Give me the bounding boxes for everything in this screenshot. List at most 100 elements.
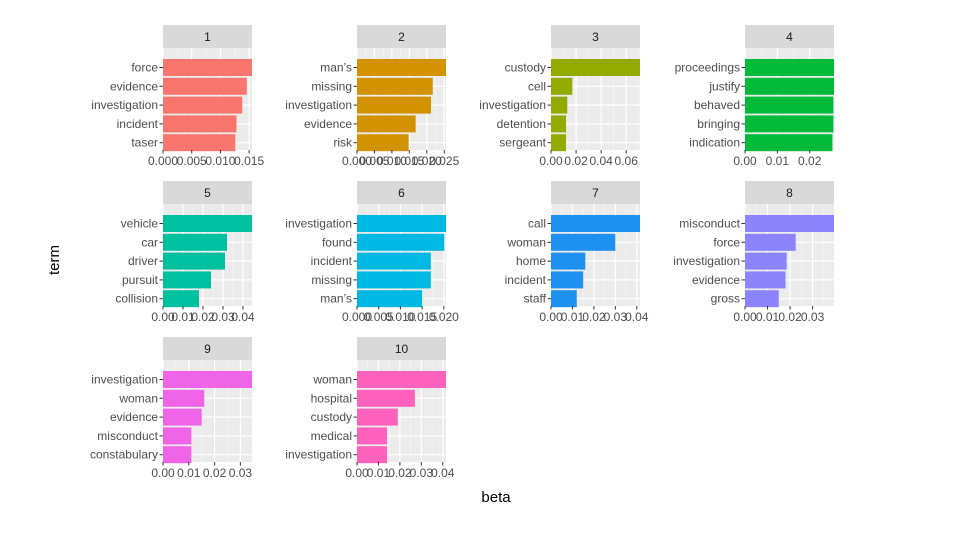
facet-panel-5: 5vehiclecardriverpursuitcollision0.000.0… bbox=[115, 181, 255, 324]
bar-car bbox=[163, 233, 227, 251]
y-tick-label: custody bbox=[505, 61, 546, 75]
bar-evidence bbox=[163, 408, 202, 426]
facet-strip bbox=[745, 181, 834, 204]
y-tick-label: investigation bbox=[285, 217, 352, 231]
bar-investigation bbox=[745, 252, 787, 270]
y-tick-label: proceedings bbox=[675, 61, 740, 75]
y-tick-label: taser bbox=[131, 136, 158, 150]
facet-panel-8: 8 misconduct force investigation evidence gro… bbox=[673, 181, 834, 324]
y-tick-label: car bbox=[141, 235, 158, 249]
x-tick-label: 0.03 bbox=[604, 310, 628, 324]
facet-strip-label: 6 bbox=[398, 186, 405, 200]
facet-strip bbox=[357, 337, 446, 360]
y-tick-label: justify bbox=[708, 79, 740, 93]
y-tick-label: vehicle bbox=[121, 217, 159, 231]
bar-hospital bbox=[357, 389, 415, 407]
y-tick-label: medical bbox=[311, 429, 352, 443]
bar-investigation bbox=[357, 215, 446, 232]
bar-staff bbox=[551, 290, 577, 308]
y-tick-label: woman bbox=[506, 235, 546, 249]
y-axis-title: term bbox=[46, 245, 63, 275]
bar-evidence bbox=[745, 271, 786, 289]
x-tick-label: 0.010 bbox=[385, 310, 415, 324]
bar-force bbox=[745, 233, 796, 251]
bar-woman bbox=[163, 389, 205, 407]
y-tick-label: man’s bbox=[320, 292, 352, 306]
bar-mans bbox=[357, 59, 446, 76]
y-tick-label: man’s bbox=[320, 61, 352, 75]
bar-incident bbox=[357, 252, 431, 270]
facet-panels: 1 force evidence investigation incident taser… bbox=[90, 25, 834, 480]
x-tick-label: 0.04 bbox=[589, 154, 613, 168]
x-tick-label: 0.00 bbox=[151, 310, 175, 324]
y-tick-label: investigation bbox=[91, 98, 158, 112]
facet-panel-4: 4 proceedings justify behaved bringing indica… bbox=[675, 25, 834, 168]
x-tick-label: 0.00 bbox=[733, 310, 757, 324]
y-tick-label: custody bbox=[311, 410, 352, 424]
x-tick-label: 0.015 bbox=[394, 154, 424, 168]
facet-strip bbox=[745, 25, 834, 48]
bar-justify bbox=[745, 77, 834, 95]
x-tick-label: 0.010 bbox=[205, 154, 235, 168]
x-tick-label: 0.010 bbox=[377, 154, 407, 168]
x-tick-label: 0.00 bbox=[539, 310, 563, 324]
bar-misconduct bbox=[163, 427, 192, 445]
y-tick-label: missing bbox=[311, 273, 352, 287]
facet-strip-label: 7 bbox=[592, 186, 599, 200]
y-tick-label: found bbox=[322, 235, 352, 249]
x-tick-label: 0.04 bbox=[625, 310, 649, 324]
bar-vehicle bbox=[163, 215, 252, 232]
y-tick-label: pursuit bbox=[122, 273, 159, 287]
bar-behaved bbox=[745, 96, 834, 114]
y-tick-label: investigation bbox=[91, 373, 158, 387]
y-tick-label: investigation bbox=[285, 448, 352, 462]
x-tick-label: 0.01 bbox=[367, 466, 391, 480]
x-tick-label: 0.000 bbox=[148, 154, 178, 168]
y-tick-label: incident bbox=[117, 117, 159, 131]
x-tick-label: 0.02 bbox=[582, 310, 606, 324]
x-tick-label: 0.01 bbox=[171, 310, 195, 324]
bar-detention bbox=[551, 115, 567, 133]
y-tick-label: missing bbox=[311, 79, 352, 93]
y-tick-label: indication bbox=[689, 136, 740, 150]
bar-constabulary bbox=[163, 446, 192, 464]
y-tick-label: evidence bbox=[692, 273, 740, 287]
y-tick-label: investigation bbox=[673, 254, 740, 268]
x-tick-label: 0.000 bbox=[342, 154, 372, 168]
x-tick-label: 0.04 bbox=[431, 466, 455, 480]
x-tick-label: 0.03 bbox=[801, 310, 825, 324]
facet-strip bbox=[163, 337, 252, 360]
y-tick-label: investigation bbox=[285, 98, 352, 112]
x-tick-label: 0.015 bbox=[407, 310, 437, 324]
facet-strip-label: 1 bbox=[204, 30, 211, 44]
x-tick-label: 0.005 bbox=[177, 154, 207, 168]
x-tick-label: 0.005 bbox=[359, 154, 389, 168]
bar-taser bbox=[163, 134, 236, 152]
bar-pursuit bbox=[163, 271, 211, 289]
x-axis-title: beta bbox=[481, 489, 511, 506]
bar-incident bbox=[163, 115, 237, 133]
facet-panel-1: 1 force evidence investigation incident taser… bbox=[91, 25, 264, 168]
x-tick-label: 0.00 bbox=[345, 466, 369, 480]
bar-proceedings bbox=[745, 59, 834, 76]
bar-missing bbox=[357, 77, 433, 95]
y-tick-label: woman bbox=[118, 391, 158, 405]
y-tick-label: evidence bbox=[110, 79, 158, 93]
bar-bringing bbox=[745, 115, 834, 133]
x-tick-label: 0.01 bbox=[177, 466, 201, 480]
y-tick-label: sergeant bbox=[499, 136, 546, 150]
x-tick-label: 0.03 bbox=[211, 310, 235, 324]
facet-strip-label: 8 bbox=[786, 186, 793, 200]
x-tick-label: 0.01 bbox=[756, 310, 780, 324]
y-tick-label: investigation bbox=[479, 98, 546, 112]
y-tick-label: incident bbox=[311, 254, 353, 268]
facet-strip-label: 10 bbox=[395, 342, 409, 356]
bar-medical bbox=[357, 427, 388, 445]
y-tick-label: driver bbox=[128, 254, 158, 268]
y-tick-label: incident bbox=[505, 273, 547, 287]
facet-panel-6: 6 investigation found incident missing man’s 0… bbox=[285, 181, 459, 324]
x-tick-label: 0.01 bbox=[766, 154, 790, 168]
facet-strip bbox=[163, 181, 252, 204]
facet-panel-10: 10 woman hospital custody medical investigati… bbox=[285, 337, 455, 480]
